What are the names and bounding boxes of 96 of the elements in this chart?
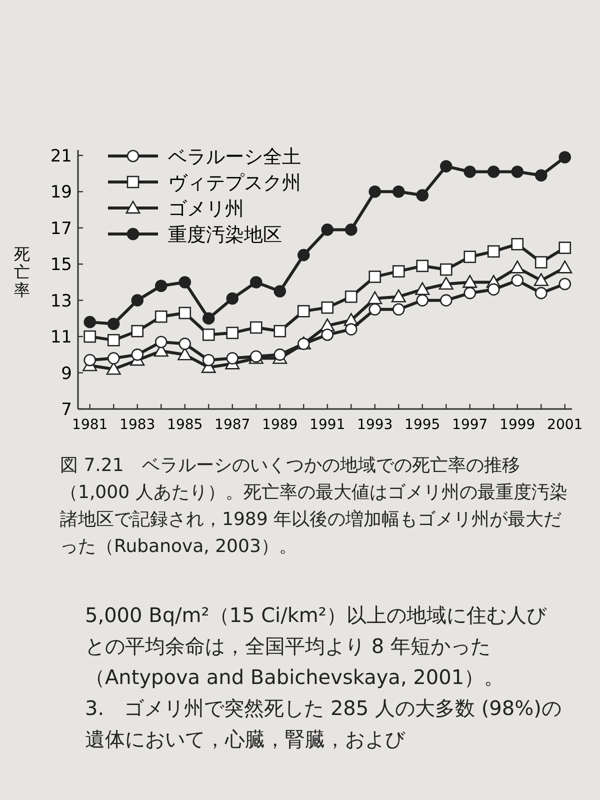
point — [415, 282, 430, 296]
point — [154, 310, 168, 323]
point — [131, 324, 144, 338]
y-tick-label: 11 — [50, 328, 72, 348]
point — [107, 334, 120, 346]
point — [464, 250, 476, 264]
point — [558, 260, 572, 274]
point — [154, 280, 168, 292]
point — [462, 274, 478, 288]
point — [344, 323, 358, 336]
point — [558, 242, 572, 254]
point — [438, 276, 454, 290]
point — [321, 224, 334, 236]
point — [226, 292, 239, 305]
point — [368, 186, 382, 198]
point — [178, 338, 192, 350]
point — [510, 260, 525, 274]
point — [392, 265, 405, 278]
point — [464, 166, 476, 178]
legend-label: ゴメリ州 — [168, 198, 244, 220]
x-tick-label: 1985 — [167, 417, 203, 433]
point — [416, 294, 429, 306]
x-tick-label: 1989 — [262, 417, 298, 433]
point — [392, 303, 405, 316]
y-tick-label: 19 — [50, 182, 72, 203]
point — [391, 289, 406, 302]
x-tick-label: 1999 — [500, 417, 536, 433]
y-tick-label: 21 — [50, 146, 72, 166]
point — [534, 169, 548, 182]
x-tick-label: 1995 — [404, 417, 440, 433]
point — [440, 263, 452, 276]
point — [107, 318, 120, 330]
point — [274, 348, 286, 361]
x-tick-label: 2001 — [547, 417, 583, 433]
legend-label: 重度汚染地区 — [168, 224, 282, 246]
point — [202, 312, 215, 325]
point — [344, 224, 358, 236]
point — [416, 189, 429, 202]
point — [297, 305, 310, 318]
point — [487, 245, 500, 258]
legend-label: ヴィテプスク州 — [168, 172, 301, 194]
point — [440, 294, 452, 306]
point — [226, 326, 239, 340]
legend-label: ベラルーシ全土 — [168, 146, 301, 168]
point — [274, 324, 286, 338]
x-tick-label: 1983 — [120, 417, 156, 433]
point — [368, 303, 382, 316]
point — [558, 151, 572, 164]
x-tick-label: 1987 — [214, 417, 250, 433]
y-tick-label: 17 — [50, 218, 72, 239]
point — [416, 260, 429, 272]
point — [464, 286, 476, 300]
point — [131, 294, 144, 306]
text: 5,000 Bq/m²（15 Ci/km²）以上の地域に住む人びとの平均余命は，全国平均より 8 年短かった（Antypova and Babichevskaya, 2001）。 — [85, 602, 548, 691]
point — [178, 306, 192, 320]
point — [511, 166, 524, 178]
y-tick-label: 7 — [61, 400, 72, 420]
point — [202, 354, 215, 366]
text: 3. ゴメリ州で突然死した 285 人の大多数 (98%)の遺体において，心臓，腎臓，および — [85, 695, 562, 753]
point — [511, 238, 524, 250]
point — [558, 278, 572, 290]
y-tick-label: 9 — [61, 364, 72, 384]
point — [321, 328, 334, 341]
point — [297, 248, 310, 262]
point — [368, 270, 382, 283]
point — [392, 186, 405, 198]
point — [274, 285, 286, 298]
point — [202, 328, 215, 341]
y-tick-label: 13 — [50, 291, 72, 312]
point — [487, 283, 500, 296]
point — [534, 256, 548, 268]
point — [321, 301, 334, 314]
point — [84, 316, 96, 328]
point — [487, 166, 500, 178]
point — [178, 276, 192, 288]
y-tick-label: 15 — [50, 255, 72, 276]
point — [534, 286, 548, 300]
point — [440, 160, 452, 172]
point — [250, 276, 262, 288]
point — [534, 273, 548, 286]
point — [84, 354, 96, 366]
x-tick-label: 1993 — [357, 417, 393, 433]
x-tick-label: 1997 — [452, 417, 488, 433]
point — [344, 290, 358, 303]
x-tick-label: 1981 — [72, 417, 108, 433]
point — [368, 291, 382, 304]
point — [511, 274, 524, 287]
point — [131, 348, 144, 361]
point — [154, 336, 168, 348]
point — [250, 321, 262, 334]
x-tick-label: 1991 — [310, 417, 346, 433]
text: 図 7.21 ベラルーシのいくつかの地域での死亡率の推移（1,000 人あたり）。死亡率の最大値はゴメリ州の最重度汚染諸地区で記録され，1989 年以後の増加幅もゴメリ州が最大だった（Rubanova, 2003）。 — [60, 454, 568, 559]
point — [226, 352, 239, 364]
point — [84, 330, 96, 343]
y-axis-title: 死亡率 — [14, 244, 30, 300]
point — [107, 352, 120, 364]
